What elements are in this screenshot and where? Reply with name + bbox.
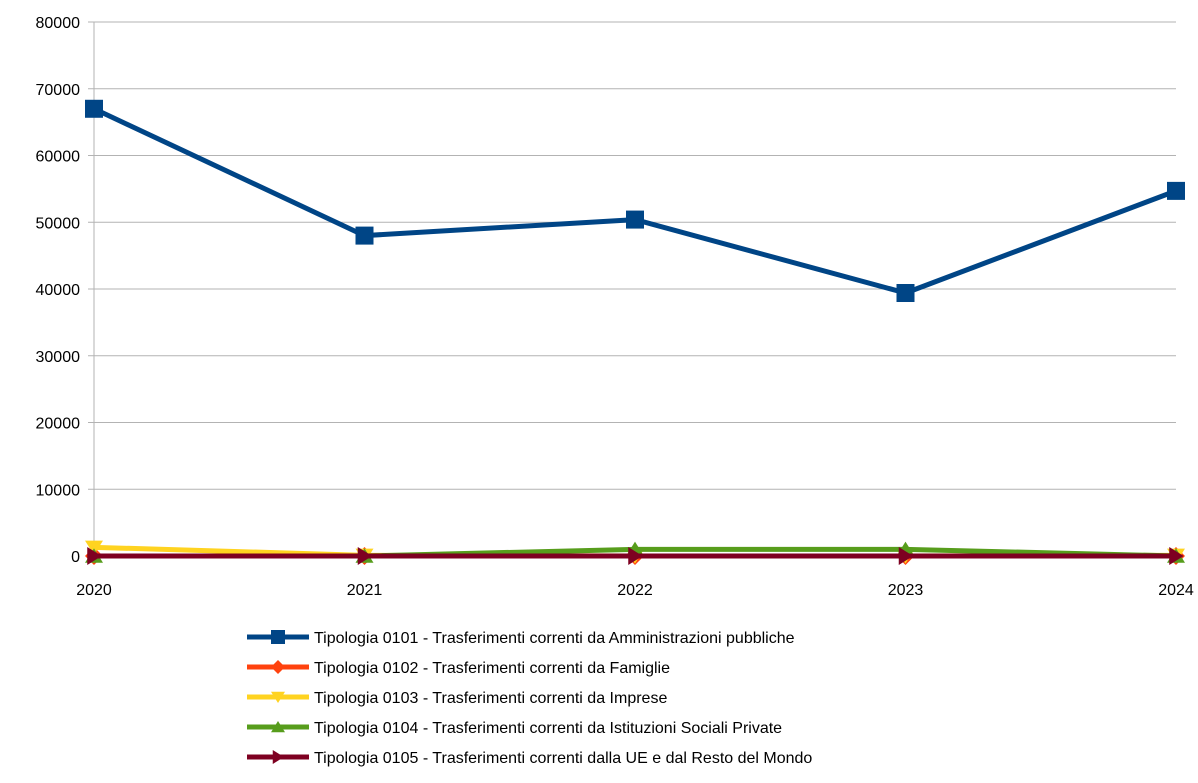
legend-item: Tipologia 0105 - Trasferimenti correnti …	[247, 750, 812, 767]
series-5	[87, 547, 1184, 565]
legend-swatch-marker	[271, 691, 285, 703]
legend: Tipologia 0101 - Trasferimenti correnti …	[247, 630, 812, 767]
y-tick-label: 60000	[36, 149, 81, 166]
gridlines	[88, 21, 1176, 557]
y-tick-label: 30000	[36, 349, 81, 366]
legend-swatch-marker	[271, 721, 285, 733]
data-point	[355, 226, 374, 245]
data-point	[628, 547, 643, 565]
data-point	[85, 99, 103, 118]
series-1	[85, 99, 1185, 303]
x-tick-label: 2022	[617, 582, 653, 599]
x-tick-label: 2020	[76, 582, 112, 599]
legend-item: Tipologia 0104 - Trasferimenti correnti …	[247, 720, 782, 737]
data-point	[896, 284, 915, 303]
y-tick-label: 40000	[36, 282, 81, 299]
y-tick-label: 50000	[36, 215, 81, 232]
x-tick-label: 2021	[347, 582, 383, 599]
legend-label: Tipologia 0103 - Trasferimenti correnti …	[314, 690, 667, 707]
x-tick-label: 2023	[888, 582, 924, 599]
legend-swatch-marker	[271, 660, 285, 674]
x-tick-label: 2024	[1158, 582, 1194, 599]
y-axis-tick-labels: 0 10000 20000 30000 40000 50000 60000 70000 8000…	[36, 15, 81, 566]
y-tick-label: 70000	[36, 82, 81, 99]
legend-swatch-marker	[272, 750, 284, 764]
data-point	[357, 547, 373, 565]
y-tick-label: 10000	[36, 482, 81, 499]
legend-label: Tipologia 0104 - Trasferimenti correnti …	[314, 720, 782, 737]
legend-label: Tipologia 0105 - Trasferimenti correnti …	[314, 750, 812, 767]
series-line	[92, 106, 1177, 296]
legend-swatch-marker	[271, 630, 285, 644]
data-point	[85, 540, 103, 555]
data-point	[1169, 547, 1184, 565]
data-point	[1167, 181, 1185, 200]
legend-label: Tipologia 0102 - Trasferimenti correnti …	[314, 660, 670, 677]
data-point	[626, 210, 644, 229]
y-tick-label: 80000	[36, 15, 81, 32]
y-tick-label: 0	[71, 549, 80, 566]
series-group	[85, 99, 1185, 565]
legend-item: Tipologia 0101 - Trasferimenti correnti …	[247, 630, 795, 647]
legend-item: Tipologia 0103 - Trasferimenti correnti …	[247, 690, 667, 707]
legend-label: Tipologia 0101 - Trasferimenti correnti …	[314, 630, 795, 647]
legend-item: Tipologia 0102 - Trasferimenti correnti …	[247, 660, 670, 677]
data-point	[898, 547, 914, 565]
data-point	[87, 547, 102, 565]
y-tick-label: 20000	[36, 416, 81, 433]
